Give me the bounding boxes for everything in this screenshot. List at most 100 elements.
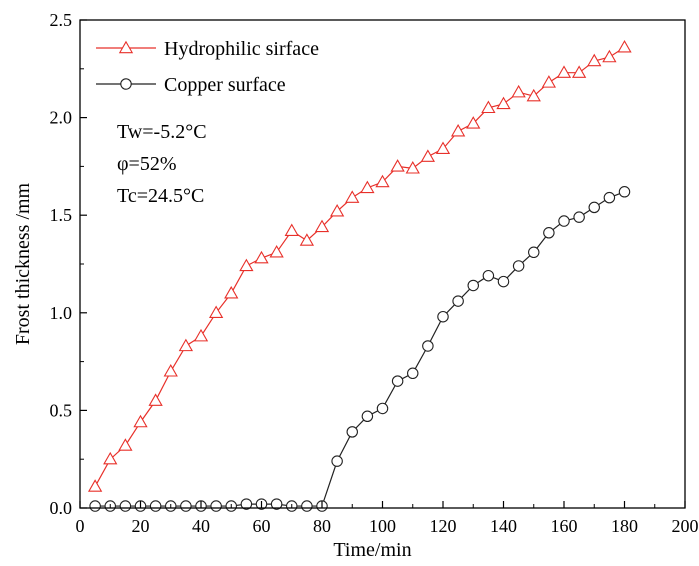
y-tick-label: 0.0 [50,498,73,518]
data-point [133,414,148,428]
data-point [558,215,570,227]
data-point [376,402,389,415]
data-point [481,100,496,114]
data-point [103,451,118,465]
data-point [299,233,315,246]
data-point [497,275,510,288]
x-tick-label: 100 [369,516,396,536]
data-point [224,285,239,299]
condition-annotation: Tc=24.5°C [117,185,204,207]
data-point [526,88,541,102]
data-point [346,426,358,438]
data-point [543,227,555,239]
data-point [87,479,103,492]
data-point [239,258,254,272]
data-point [178,338,194,352]
x-tick-label: 0 [76,516,85,536]
data-point [210,500,222,512]
data-point [435,141,451,155]
data-point [89,500,101,512]
data-point [301,500,313,512]
data-point [193,328,209,342]
data-point [119,500,132,512]
data-point [603,191,616,204]
data-point [482,269,495,282]
condition-annotation: Tw=-5.2°C [117,121,207,143]
data-point [541,75,557,88]
data-point [329,203,345,217]
data-point [148,393,163,406]
y-tick-label: 2.0 [50,108,73,128]
x-tick-label: 160 [551,516,578,536]
y-axis-label: Frost thickness /mm [12,182,34,345]
series-line [94,46,625,487]
x-tick-label: 200 [672,516,699,536]
data-point [180,500,192,512]
y-tick-label: 1.0 [50,303,73,323]
x-tick-label: 180 [611,516,638,536]
data-point [406,367,419,380]
data-point [437,310,449,323]
x-tick-label: 80 [313,516,331,536]
data-point [345,190,360,203]
data-point [391,375,404,387]
data-point [284,223,299,237]
x-tick-label: 40 [192,516,210,536]
y-tick-label: 2.5 [50,10,73,30]
legend-entry: Hydrophilic sirface [96,38,319,60]
legend: Hydrophilic sirface Copper surface [96,38,319,96]
legend-label: Hydrophilic sirface [164,38,319,60]
data-point [149,500,162,512]
legend-marker [120,78,132,90]
data-point [587,53,602,67]
data-point [270,498,283,510]
data-point [331,455,343,467]
data-point [511,84,526,98]
data-point [422,340,434,352]
x-axis-label: Time/min [333,539,411,561]
data-point [314,219,330,233]
data-point [118,438,133,451]
data-point [269,244,284,258]
x-tick-label: 20 [132,516,150,536]
data-point [618,186,631,198]
data-point [390,159,405,172]
legend-label: Copper surface [164,74,286,96]
data-point [527,246,540,259]
data-point [466,116,481,129]
legend-marker [118,40,134,54]
data-point [496,96,511,110]
x-tick-label: 120 [430,516,457,536]
data-point [467,279,479,292]
y-tick-label: 0.5 [50,400,73,420]
data-point [375,174,390,188]
y-tick-label: 1.5 [50,205,73,225]
data-point [556,65,572,78]
data-point [254,250,269,264]
data-point [588,201,600,214]
condition-annotation: φ=52% [117,153,176,175]
series-layer [87,40,632,512]
data-point [512,260,525,272]
data-point [240,498,253,510]
series-circle [89,186,631,512]
data-point [360,180,375,194]
data-point [420,149,436,162]
data-point [452,295,464,307]
legend-entry: Copper surface [96,74,286,96]
data-point [617,40,632,53]
data-point [571,65,587,78]
axes-layer: 0 20 40 60 80 100 120 140 160 180 200 0.0 0.5 1.0 1.5 2… [12,10,699,561]
x-tick-label: 60 [253,516,271,536]
x-tick-label: 140 [490,516,517,536]
data-point [163,364,178,377]
data-point [573,211,585,223]
data-point [208,305,224,319]
data-point [602,49,617,63]
series-line [95,191,625,507]
data-point [450,123,466,137]
data-point [361,410,374,423]
series-triangle [87,40,632,492]
data-point [405,161,420,174]
